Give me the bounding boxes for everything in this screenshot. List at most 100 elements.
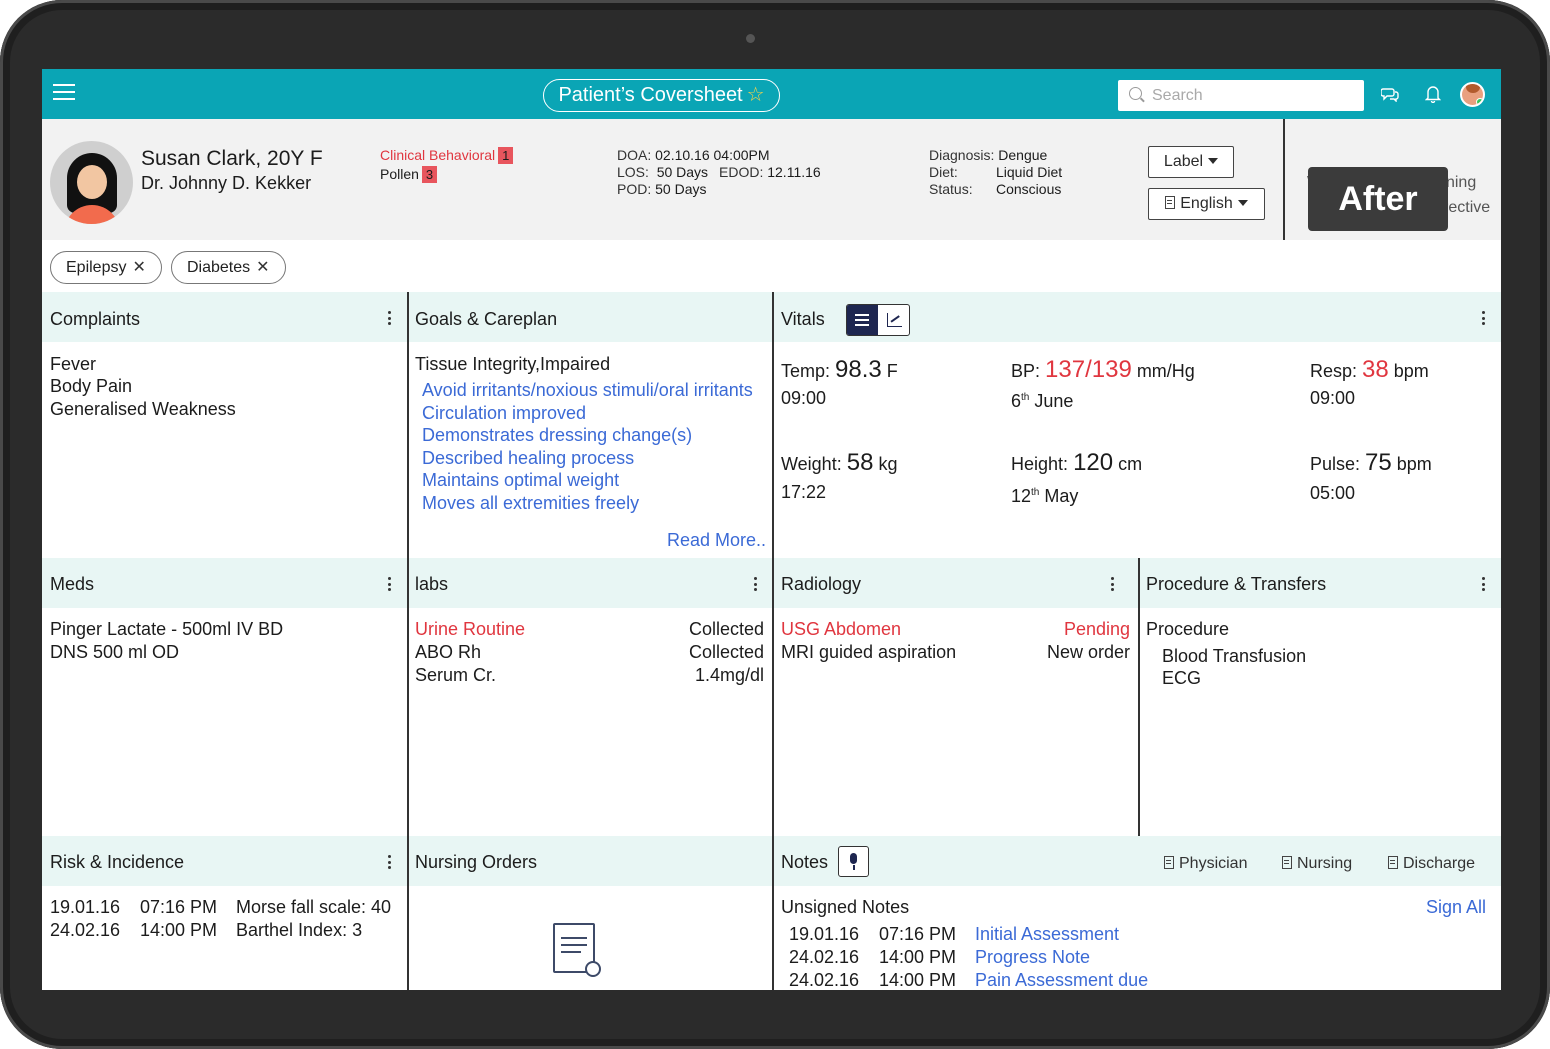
allergy-alert-clinical[interactable]: Clinical Behavioral 1 [380,147,514,164]
vital-temp: Temp: 98.3 F [781,356,898,383]
search-box[interactable] [1118,80,1364,111]
edod-field: EDOD: 12.11.16 [719,164,821,180]
notes-tab-nursing[interactable]: Nursing [1282,855,1352,873]
condition-chip-diabetes[interactable]: Diabetes ✕ [171,251,286,284]
notes-tab-physician[interactable]: Physician [1164,855,1247,873]
empty-document-search-icon [553,923,601,977]
risk-more-icon[interactable] [388,855,392,869]
attending-doctor: Dr. Johnny D. Kekker [141,173,312,193]
goal-link[interactable]: Circulation improved [422,402,587,423]
procedure-item: ECG [1162,668,1202,688]
goal-heading: Tissue Integrity,Impaired [415,354,611,374]
radiology-name[interactable]: MRI guided aspiration [781,642,957,662]
notes-tab-discharge[interactable]: Discharge [1388,855,1475,873]
patient-avatar [50,141,133,224]
microphone-icon[interactable] [838,846,869,877]
vital-pulse-time: 05:00 [1310,483,1356,503]
procedure-heading: Procedure [1146,619,1230,639]
goal-link[interactable]: Maintains optimal weight [422,470,620,490]
condition-chip-epilepsy[interactable]: Epilepsy ✕ [50,251,162,284]
radiology-name[interactable]: USG Abdomen [781,619,902,639]
list-view-icon[interactable] [847,305,878,335]
favorite-star-icon[interactable]: ☆ [746,84,765,106]
vital-bp-date: 6th June [1011,391,1074,411]
column-divider [1138,558,1140,836]
close-icon[interactable]: ✕ [132,259,146,276]
menu-icon[interactable] [53,84,75,102]
lab-name[interactable]: Serum Cr. [415,665,497,685]
vital-height: Height: 120 cm [1011,449,1143,476]
complaint-item: Body Pain [50,376,133,396]
risk-time: 07:16 PM [140,897,218,917]
radiology-status: New order [1046,642,1130,662]
document-icon [1388,856,1398,869]
goal-link[interactable]: Avoid irritants/noxious stimuli/oral irr… [422,380,753,400]
patient-header: Susan Clark, 20Y F Dr. Johnny D. Kekker … [42,119,1501,240]
note-time: 14:00 PM [879,970,957,990]
label-dropdown-button[interactable]: Label [1148,146,1234,178]
camera-dot [746,34,755,43]
unsigned-notes-label: Unsigned Notes [781,897,910,917]
vital-resp: Resp: 38 bpm [1310,356,1429,383]
note-link[interactable]: Progress Note [975,947,1091,967]
complaints-more-icon[interactable] [388,311,392,325]
radiology-more-icon[interactable] [1111,577,1115,591]
vitals-more-icon[interactable] [1482,311,1486,325]
complaint-item: Generalised Weakness [50,399,236,419]
user-avatar[interactable] [1460,82,1485,107]
sign-all-link[interactable]: Sign All [1426,897,1487,917]
close-icon[interactable]: ✕ [256,259,270,276]
goal-link[interactable]: Moves all extremities freely [422,492,640,513]
row2-header-band [42,558,1501,608]
note-link[interactable]: Initial Assessment [975,924,1120,944]
language-dropdown-button[interactable]: English [1148,188,1265,220]
note-date: 19.01.16 [789,924,860,944]
procedure-title: Procedure & Transfers [1146,574,1327,594]
note-time: 14:00 PM [879,947,957,967]
lab-value: Collected [688,619,764,639]
goals-title: Goals & Careplan [415,309,558,329]
page-title[interactable]: Patient’s Coversheet ☆ [543,79,780,112]
vital-weight: Weight: 58 kg [781,449,898,476]
procedure-more-icon[interactable] [1482,577,1486,591]
complaint-item: Fever [50,354,97,374]
chart-view-icon[interactable] [887,313,902,327]
lab-value: 1.4mg/dl [694,665,764,685]
risk-desc: Barthel Index: 3 [236,920,363,940]
goal-link[interactable]: Demonstrates dressing change(s) [422,425,693,445]
lab-name[interactable]: ABO Rh [415,642,482,662]
note-link[interactable]: Pain Assessment due [975,970,1149,990]
goal-list: Avoid irritants/noxious stimuli/oral irr… [422,379,753,514]
risk-time: 14:00 PM [140,920,218,940]
row3-header-band [42,836,1501,886]
patient-name: Susan Clark, 20Y F [141,147,323,170]
after-tag: After [1308,167,1448,231]
note-date: 24.02.16 [789,947,860,967]
meds-more-icon[interactable] [388,577,392,591]
meds-title: Meds [50,574,95,594]
note-time: 07:16 PM [879,924,957,944]
med-item: Pinger Lactate - 500ml IV BD [50,619,284,639]
notes-title: Notes [781,852,829,872]
read-more-link[interactable]: Read More.. [667,530,767,550]
allergy-alert-pollen[interactable]: Pollen 3 [380,166,438,183]
vital-temp-time: 09:00 [781,388,827,408]
alert-count-badge: 3 [421,166,438,183]
lab-name[interactable]: Urine Routine [415,619,526,639]
top-bar: Patient’s Coversheet ☆ [42,69,1501,119]
online-status-dot [1476,98,1483,105]
bell-icon[interactable] [1424,85,1442,107]
complaints-title: Complaints [50,309,141,329]
document-icon [1164,856,1174,869]
vitals-view-toggle[interactable] [846,304,910,336]
document-icon [1282,856,1292,869]
goal-link[interactable]: Described healing process [422,447,635,468]
chat-icon[interactable] [1380,86,1399,106]
search-icon [1129,87,1142,100]
risk-row: 24.02.16 [50,920,121,940]
risk-title: Risk & Incidence [50,852,185,872]
pod-field: POD: 50 Days [617,181,707,197]
search-input[interactable] [1152,85,1352,107]
labs-more-icon[interactable] [754,577,758,591]
caret-down-icon [1208,158,1219,164]
